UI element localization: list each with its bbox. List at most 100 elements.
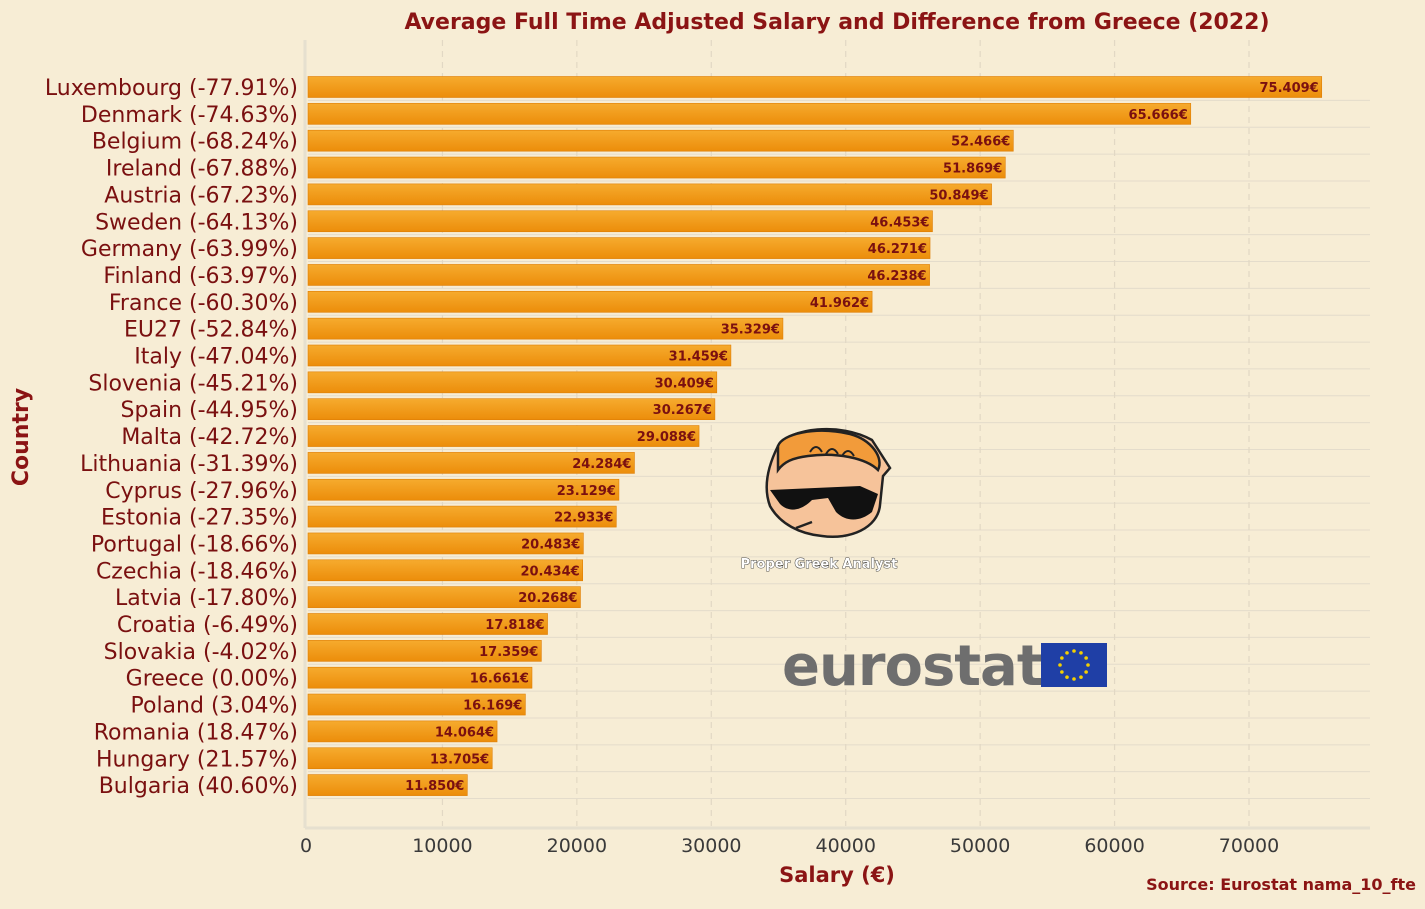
category-label: Ireland (-67.88%) bbox=[106, 157, 298, 182]
bar-value-label: 23.129€ bbox=[557, 484, 616, 499]
bar-value-label: 41.962€ bbox=[810, 296, 869, 311]
bar-value-label: 13.705€ bbox=[430, 752, 489, 767]
bar-value-label: 20.268€ bbox=[518, 591, 577, 606]
bar bbox=[307, 425, 700, 447]
bar bbox=[307, 478, 620, 501]
category-label: Italy (-47.04%) bbox=[134, 345, 298, 370]
category-label: Romania (18.47%) bbox=[94, 720, 298, 745]
bar bbox=[307, 613, 548, 635]
bar bbox=[307, 720, 498, 743]
category-label: Cyprus (-27.96%) bbox=[105, 479, 298, 504]
bar bbox=[307, 76, 1323, 98]
chart-title: Average Full Time Adjusted Salary and Di… bbox=[404, 10, 1269, 35]
bar bbox=[307, 317, 784, 340]
eu-star bbox=[1060, 656, 1064, 660]
category-label: Lithuania (-31.39%) bbox=[80, 452, 298, 477]
bar-value-label: 14.064€ bbox=[435, 725, 494, 740]
bar-value-label: 22.933€ bbox=[554, 511, 613, 526]
eu-star bbox=[1086, 663, 1090, 667]
category-label: Spain (-44.95%) bbox=[121, 398, 298, 423]
bar-value-label: 75.409€ bbox=[1260, 81, 1319, 96]
category-label: Germany (-63.99%) bbox=[81, 237, 298, 262]
bar bbox=[307, 559, 583, 582]
eu-star bbox=[1072, 677, 1076, 681]
category-label: Latvia (-17.80%) bbox=[115, 586, 298, 611]
bar bbox=[307, 532, 584, 555]
y-axis-title: Country bbox=[9, 388, 34, 486]
mascot-caption: Proper Greek Analyst bbox=[741, 557, 898, 572]
eu-star bbox=[1079, 675, 1083, 679]
eu-star bbox=[1072, 649, 1076, 653]
bar bbox=[307, 774, 468, 796]
x-tick-label: 20000 bbox=[547, 835, 607, 857]
x-tick-label: 70000 bbox=[1219, 835, 1279, 857]
bar bbox=[307, 586, 581, 608]
eurostat-logo-text: eurostat bbox=[782, 634, 1043, 699]
mascot-mouth bbox=[795, 520, 813, 530]
x-tick-label: 60000 bbox=[1084, 835, 1144, 857]
x-tick-label: 0 bbox=[300, 835, 312, 857]
category-label: Belgium (-68.24%) bbox=[92, 130, 298, 155]
category-label: Croatia (-6.49%) bbox=[117, 613, 298, 638]
eu-star bbox=[1060, 670, 1064, 674]
bar-value-label: 17.359€ bbox=[479, 645, 538, 660]
eurostat-logo: eurostat bbox=[782, 634, 1107, 699]
mascot-hair-curls bbox=[809, 446, 855, 457]
bar-value-label: 16.661€ bbox=[470, 672, 529, 687]
bar-value-label: 52.466€ bbox=[951, 135, 1010, 150]
bar bbox=[307, 290, 873, 313]
bar-value-label: 46.238€ bbox=[867, 269, 926, 284]
category-label: Czechia (-18.46%) bbox=[96, 559, 298, 584]
eu-star bbox=[1065, 651, 1069, 655]
bar-value-label: 20.483€ bbox=[521, 537, 580, 552]
category-label: Greece (0.00%) bbox=[126, 667, 298, 692]
bar-value-label: 31.459€ bbox=[669, 350, 728, 365]
category-label: EU27 (-52.84%) bbox=[124, 318, 298, 343]
bar-value-label: 20.434€ bbox=[520, 564, 579, 579]
bar-value-label: 46.271€ bbox=[868, 242, 927, 257]
x-ticks-group: 0 10000 20000 30000 40000 50000 60000 70000 bbox=[300, 835, 1279, 857]
category-label: Hungary (21.57%) bbox=[96, 747, 298, 772]
eu-star bbox=[1065, 675, 1069, 679]
bar-value-label: 35.329€ bbox=[721, 323, 780, 338]
bar-value-label: 11.850€ bbox=[405, 779, 464, 794]
bar-value-label: 30.409€ bbox=[655, 376, 714, 391]
bar-value-label: 29.088€ bbox=[637, 430, 696, 445]
bar-value-label: 50.849€ bbox=[929, 188, 988, 203]
bar bbox=[307, 129, 1014, 152]
x-tick-label: 40000 bbox=[815, 835, 875, 857]
bar-value-label: 16.169€ bbox=[463, 699, 522, 714]
category-label: Estonia (-27.35%) bbox=[101, 506, 298, 531]
bar bbox=[307, 505, 617, 528]
bar bbox=[307, 640, 542, 662]
mascot-sunglasses bbox=[770, 486, 878, 520]
category-label: Luxembourg (-77.91%) bbox=[45, 76, 298, 101]
bar bbox=[307, 452, 635, 474]
bar bbox=[307, 264, 930, 286]
mascot-watermark: Proper Greek Analyst bbox=[740, 427, 898, 572]
bar-value-label: 65.666€ bbox=[1129, 108, 1188, 123]
category-label: Finland (-63.97%) bbox=[103, 264, 298, 289]
bar bbox=[307, 103, 1192, 125]
bar bbox=[307, 693, 526, 716]
bars-group: 75.409€ Luxembourg (-77.91%) 65.666€ Denmar… bbox=[45, 76, 1323, 799]
category-label: Austria (-67.23%) bbox=[104, 183, 298, 208]
category-label: Slovenia (-45.21%) bbox=[88, 371, 298, 396]
bar bbox=[307, 237, 931, 259]
bar bbox=[307, 398, 716, 421]
category-label: Denmark (-74.63%) bbox=[81, 103, 298, 128]
bar bbox=[307, 183, 992, 206]
source-note: Source: Eurostat nama_10_fte bbox=[1146, 875, 1416, 894]
category-label: Poland (3.04%) bbox=[131, 694, 299, 719]
category-label: Portugal (-18.66%) bbox=[91, 532, 298, 557]
eu-flag-stars bbox=[1058, 649, 1090, 681]
category-label: France (-60.30%) bbox=[109, 291, 298, 316]
bar-value-label: 30.267€ bbox=[653, 403, 712, 418]
x-axis-title: Salary (€) bbox=[779, 863, 895, 887]
bar-value-label: 46.453€ bbox=[870, 215, 929, 230]
category-label: Bulgaria (40.60%) bbox=[99, 774, 298, 799]
bar bbox=[307, 747, 493, 770]
eu-star bbox=[1084, 670, 1088, 674]
